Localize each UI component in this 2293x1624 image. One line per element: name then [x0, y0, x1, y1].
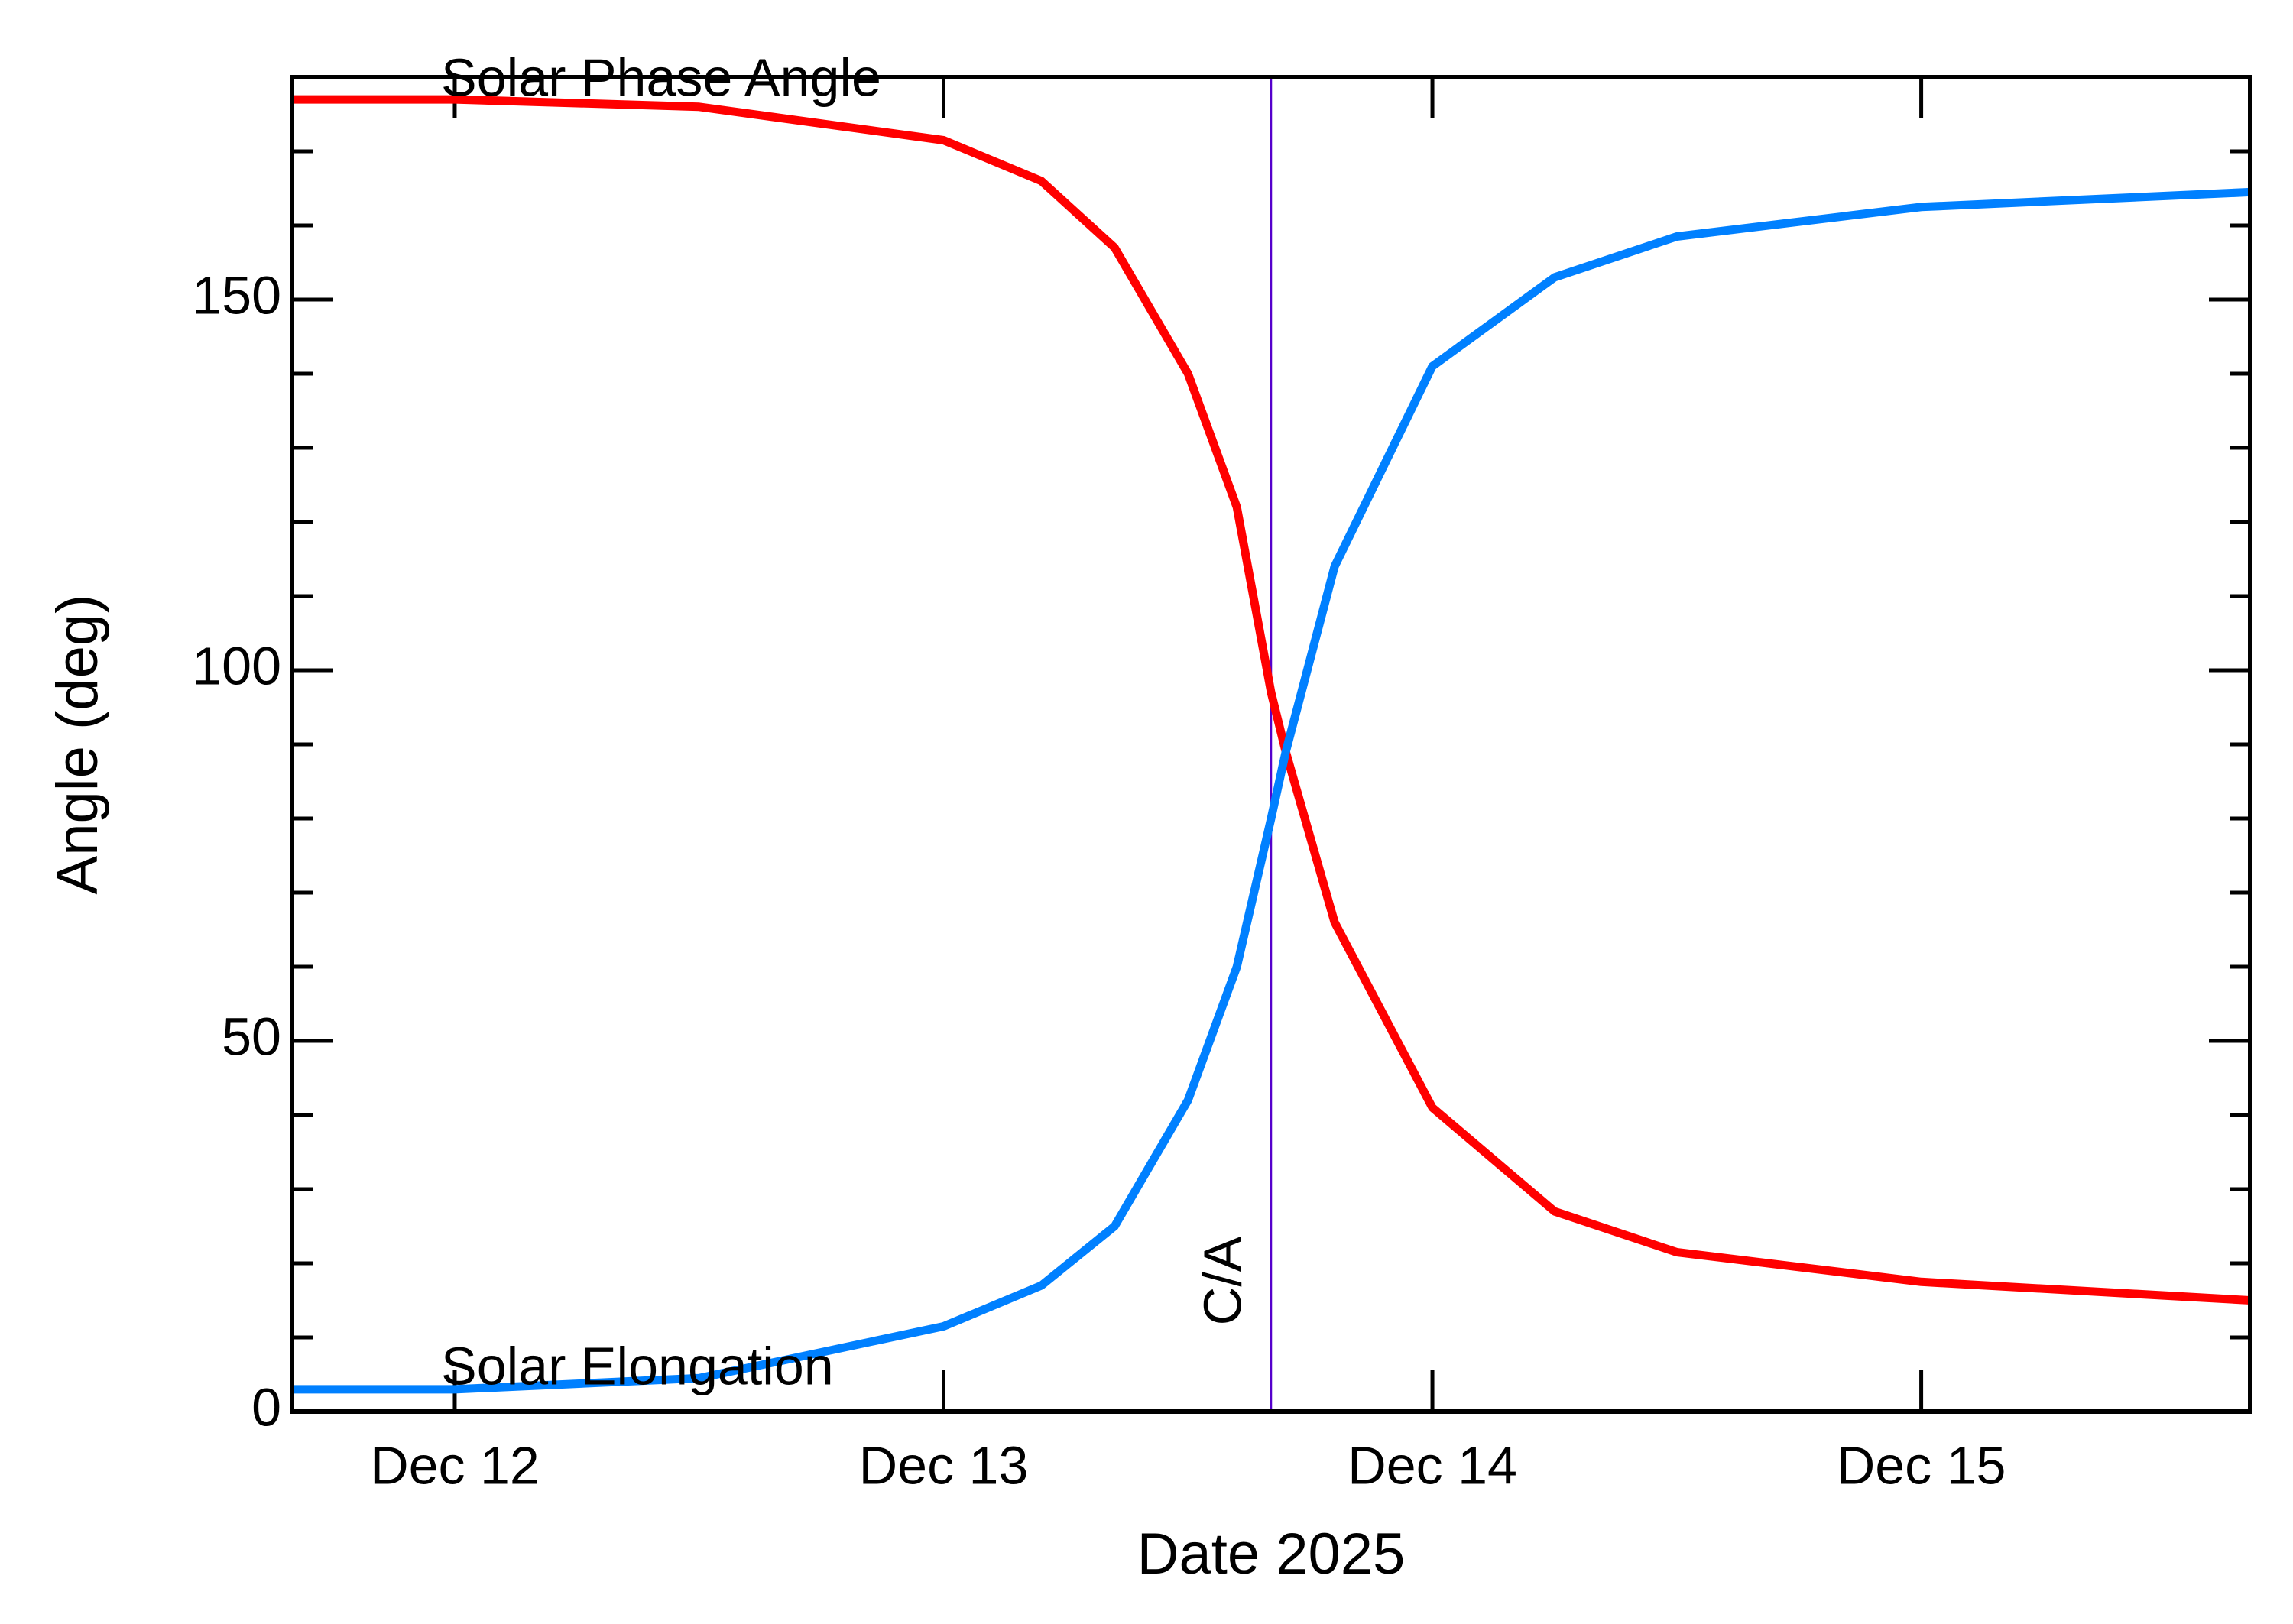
annotation: C/A: [1192, 1236, 1252, 1325]
plot-frame: [290, 75, 2252, 1414]
series-label: Solar Elongation: [441, 1336, 834, 1395]
y-tick-label: 50: [222, 1006, 281, 1066]
x-tick-label: Dec 13: [859, 1435, 1029, 1495]
x-axis-title: Date 2025: [1137, 1522, 1406, 1587]
y-tick-label: 100: [192, 636, 281, 695]
y-axis-title: Angle (deg): [45, 595, 110, 895]
y-tick-label: 150: [192, 265, 281, 325]
x-tick-label: Dec 12: [370, 1435, 540, 1495]
x-tick-label: Dec 14: [1348, 1435, 1517, 1495]
y-tick-label: 0: [251, 1377, 281, 1437]
series-line: [292, 95, 2250, 1305]
x-tick-label: Dec 15: [1837, 1435, 2006, 1495]
series-line: [292, 187, 2250, 1394]
